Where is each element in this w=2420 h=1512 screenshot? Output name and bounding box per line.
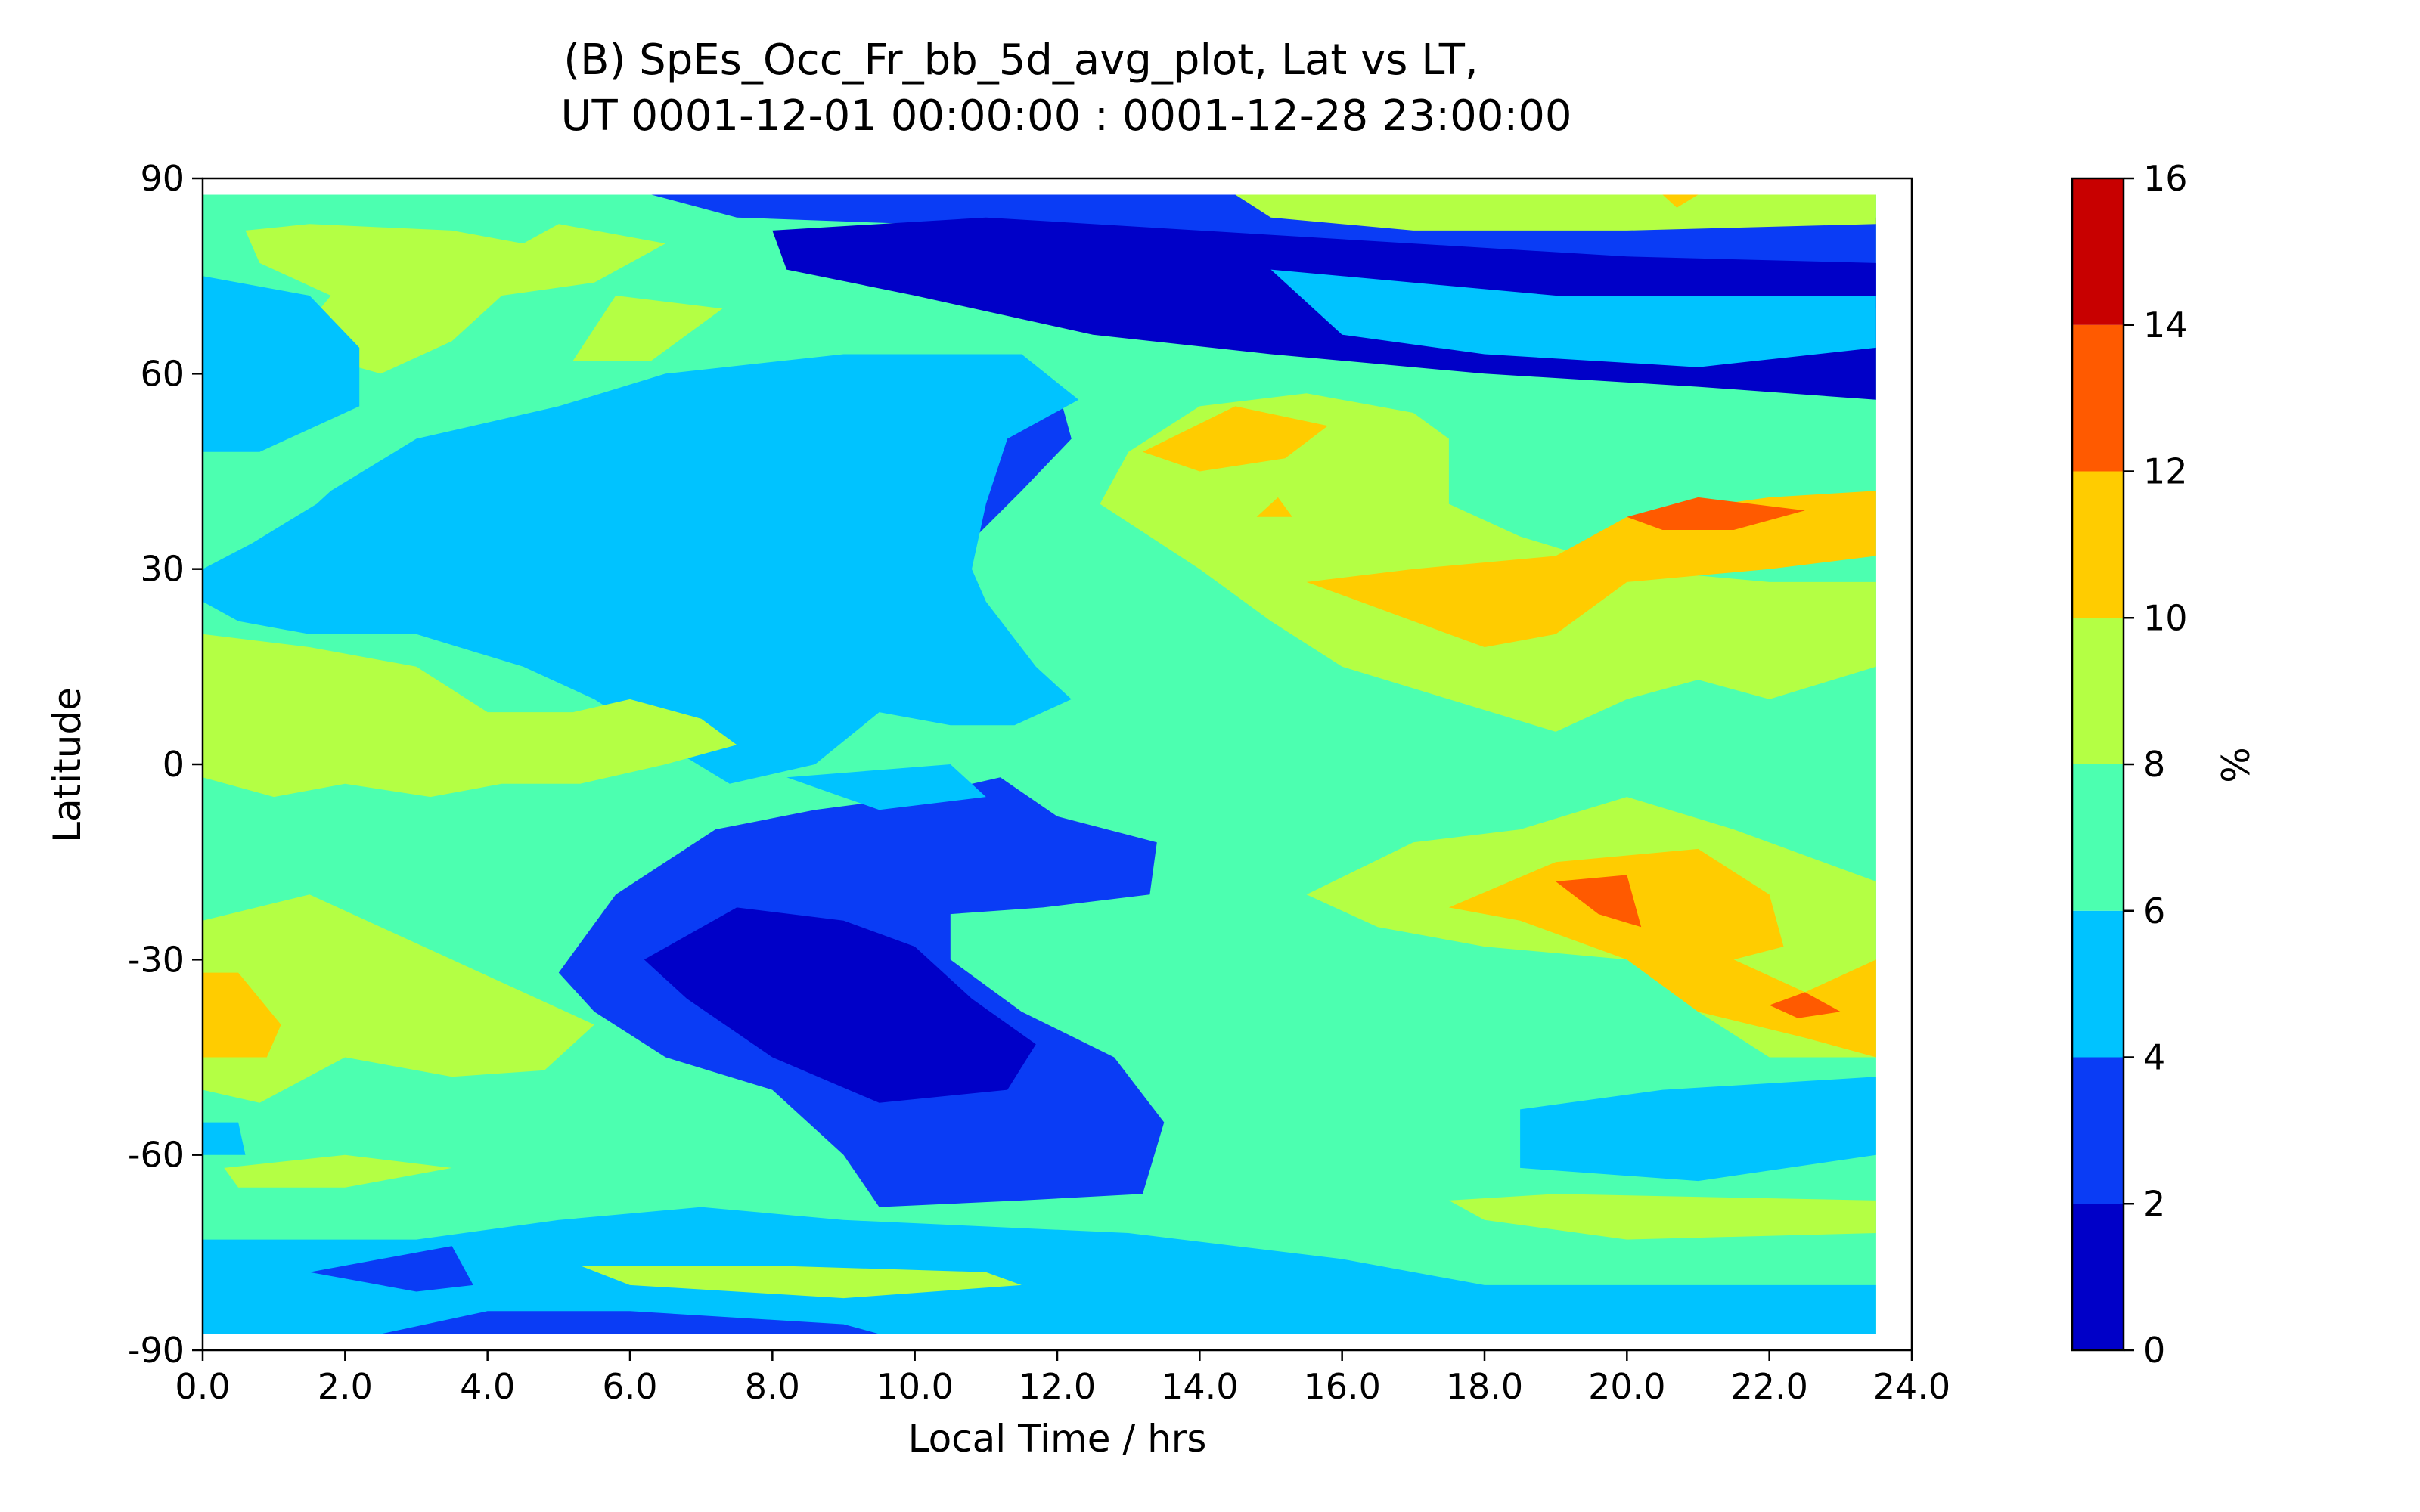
y-tick-label: -30 — [128, 939, 185, 980]
x-tick-label: 6.0 — [602, 1366, 657, 1407]
colorbar-swatch — [2072, 764, 2124, 911]
colorbar: 16 14 12 10 8 6 4 2 0 — [2071, 158, 2188, 1371]
x-tick-label: 2.0 — [318, 1366, 373, 1407]
contour-region-south-mid-yellow — [203, 972, 281, 1058]
colorbar-tick-label: 10 — [2143, 597, 2188, 638]
y-tick-label: 0 — [163, 744, 185, 785]
contour-region-south-polar-green-east — [1448, 1194, 1876, 1240]
contour-region-north-dusk-red-spot — [1627, 497, 1805, 530]
x-tick-label: 16.0 — [1303, 1366, 1380, 1407]
contour-region-north-dawn-yellow-dot — [1256, 497, 1292, 517]
contour-region-north-high-lt-cyan — [1270, 269, 1876, 367]
contour-region-south-dark-core — [644, 907, 1036, 1103]
contour-region-south-east-red-spot — [1556, 875, 1642, 928]
contour-regions — [203, 194, 1876, 1334]
colorbar-swatch — [2072, 1204, 2124, 1350]
colorbar-tick-label: 16 — [2143, 158, 2188, 199]
x-tick-label: 22.0 — [1730, 1366, 1807, 1407]
contour-region-south-polar-green — [580, 1266, 1022, 1299]
colorbar-swatch — [2072, 618, 2124, 764]
contour-region-nw-cyan-blob — [203, 276, 360, 452]
x-axis-label: Local Time / hrs — [908, 1417, 1207, 1461]
contour-region-north-dawn-yellow-spot — [1143, 406, 1328, 472]
x-tick-label: 14.0 — [1161, 1366, 1238, 1407]
colorbar-tick-label: 0 — [2143, 1330, 2165, 1371]
colorbar-tick-label: 12 — [2143, 451, 2188, 492]
x-tick-label: 0.0 — [175, 1366, 230, 1407]
x-tick-label: 8.0 — [745, 1366, 800, 1407]
x-tick-label: 4.0 — [460, 1366, 515, 1407]
colorbar-swatch — [2072, 471, 2124, 618]
contour-region-south-mid-green — [203, 894, 594, 1103]
colorbar-tick-label: 2 — [2143, 1183, 2165, 1224]
x-axis: 0.0 2.0 4.0 6.0 8.0 10.0 12.0 14.0 16.0 18.0 20.0 2… — [175, 1350, 1950, 1407]
y-axis-label: Latitude — [45, 687, 89, 843]
y-tick-label: 60 — [140, 353, 185, 394]
colorbar-swatch — [2072, 910, 2124, 1058]
contour-region-north-dusk-yellow — [1662, 194, 1699, 208]
colorbar-tick-label: 8 — [2143, 744, 2165, 785]
colorbar-tick-label: 4 — [2143, 1037, 2165, 1078]
colorbar-tick-label: 14 — [2143, 305, 2188, 345]
colorbar-swatch — [2072, 1057, 2124, 1204]
contour-region-south-east-red-dot — [1769, 992, 1841, 1018]
contour-region-south-east-cyan — [1520, 1077, 1876, 1182]
contour-region-south-polar-blue — [309, 1246, 473, 1292]
contour-region-north-green-bowl — [1235, 194, 1876, 231]
contour-region-south-polar-cyan — [203, 1207, 1876, 1334]
y-tick-label: 30 — [140, 549, 185, 590]
contour-region-south-left-green — [224, 1154, 452, 1188]
contour-region-south-left-cyan — [203, 1122, 246, 1155]
colorbar-swatch — [2072, 324, 2124, 472]
contour-region-nw-green-patch — [245, 224, 666, 374]
x-tick-label: 10.0 — [876, 1366, 953, 1407]
colorbar-tick-label: 6 — [2143, 891, 2165, 931]
x-tick-label: 20.0 — [1588, 1366, 1665, 1407]
y-tick-label: -60 — [128, 1135, 185, 1176]
chart-title-line-2: UT 0001-12-01 00:00:00 : 0001-12-28 23:0… — [561, 91, 1572, 141]
y-axis: 90 60 30 0 -30 -60 -90 — [128, 158, 203, 1371]
colorbar-label: % — [2214, 747, 2258, 783]
x-tick-label: 12.0 — [1019, 1366, 1096, 1407]
contour-region-south-east-yellow — [1448, 848, 1876, 1058]
contour-region-south-cyan-pocket — [786, 764, 986, 810]
y-tick-label: 90 — [140, 158, 185, 199]
x-tick-label: 18.0 — [1446, 1366, 1523, 1407]
contour-region-south-polar-blue-strip — [380, 1311, 880, 1334]
contour-region-nw-green-small — [572, 296, 723, 361]
plot-area — [201, 177, 1913, 1352]
contour-region-north-mid-cyan — [203, 354, 1079, 784]
contour-region-equator-dawn-green — [203, 634, 737, 798]
chart-title-line-1: (B) SpEs_Occ_Fr_bb_5d_avg_plot, Lat vs L… — [563, 36, 1478, 85]
colorbar-swatch — [2072, 178, 2124, 325]
x-tick-label: 24.0 — [1873, 1366, 1950, 1407]
y-tick-label: -90 — [128, 1330, 185, 1371]
